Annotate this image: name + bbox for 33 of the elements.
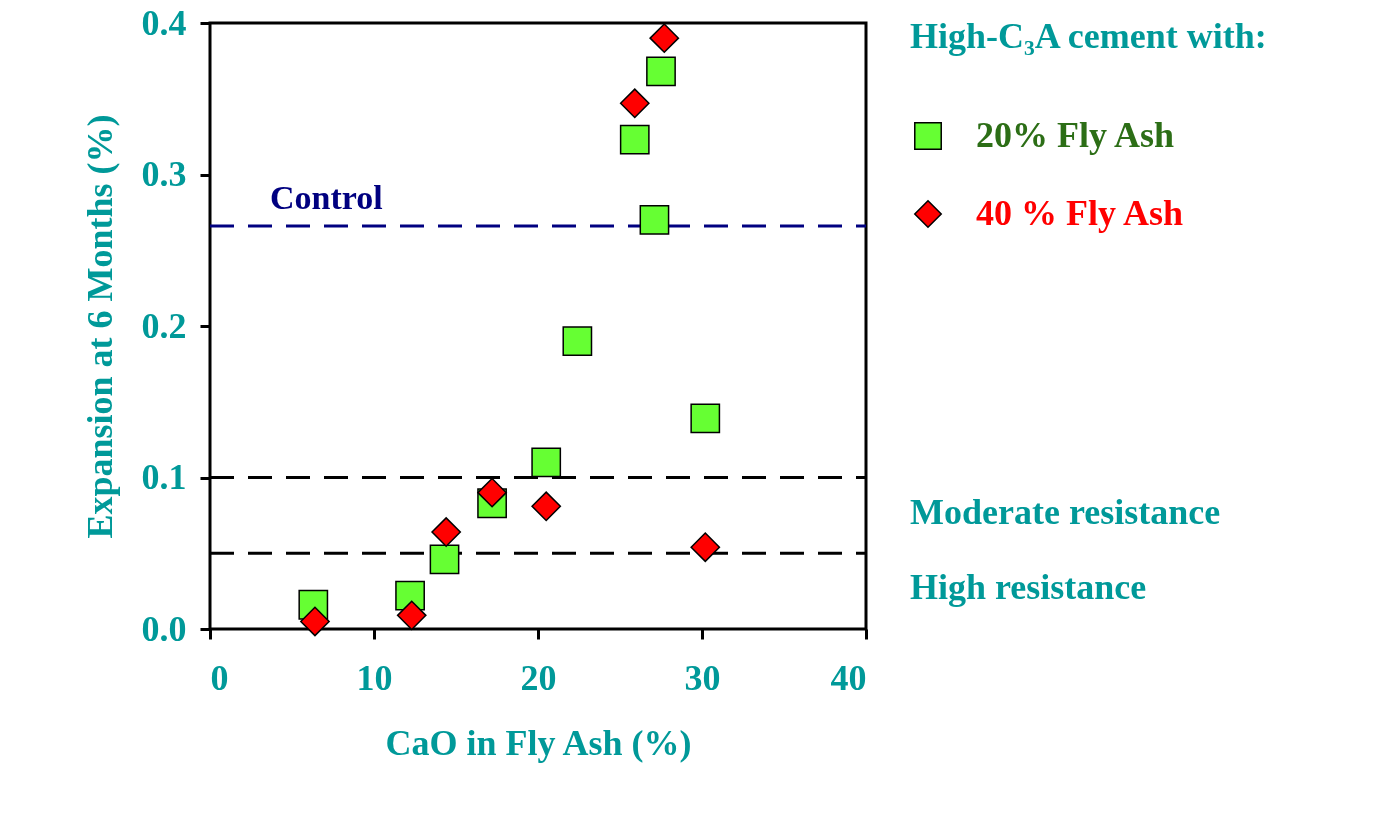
point [396, 600, 427, 631]
point [300, 606, 330, 637]
ref-line-label: High resistance [910, 567, 1147, 608]
point [646, 56, 676, 87]
y-tick-label: 0.4 [141, 2, 187, 43]
y-tick-label: 0.2 [141, 305, 187, 346]
x-tick-label: 40 [830, 657, 867, 698]
y-axis-title: Expansion at 6 Months (%) [79, 114, 120, 539]
point [639, 205, 670, 235]
point [649, 23, 680, 54]
y-tick-label: 0.0 [141, 608, 187, 649]
legend-label: 20% Fly Ash [976, 115, 1175, 155]
point [531, 491, 562, 522]
point [531, 447, 562, 478]
point [562, 326, 593, 357]
point [429, 544, 460, 575]
legend-title: High-C₃A cement with: [910, 16, 1267, 56]
point [619, 88, 650, 119]
ref-line-label: Control [270, 179, 383, 217]
point [431, 517, 462, 547]
point [690, 403, 721, 434]
point [477, 477, 507, 508]
ref-line-label: Moderate resistance [910, 491, 1221, 532]
y-tick-label: 0.1 [141, 457, 187, 497]
x-tick-label: 0 [210, 657, 229, 698]
point [619, 124, 650, 155]
x-tick-label: 30 [684, 657, 721, 698]
x-axis-title: CaO in Fly Ash (%) [385, 722, 692, 763]
x-tick-label: 20 [520, 657, 557, 698]
point [690, 532, 721, 563]
legend-label: 40 % Fly Ash [976, 193, 1184, 233]
x-tick-label: 10 [356, 657, 393, 698]
y-tick-label: 0.3 [141, 154, 187, 194]
